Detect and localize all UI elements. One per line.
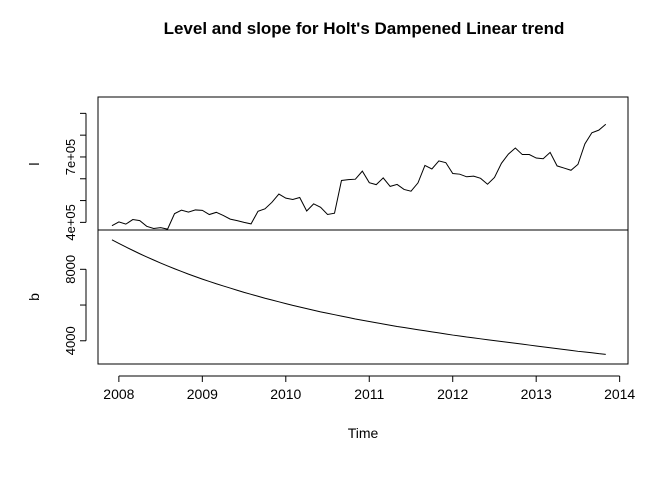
panel-slope: 4000 8000 b bbox=[26, 229, 629, 365]
panel-level-frame bbox=[97, 96, 629, 231]
x-axis-label: Time bbox=[348, 425, 379, 441]
y-tick-label: 7e+05 bbox=[63, 139, 78, 176]
panel-level-y-label: l bbox=[26, 162, 42, 165]
x-tick-label: 2014 bbox=[604, 386, 635, 402]
x-tick-label: 2012 bbox=[437, 386, 468, 402]
chart-title: Level and slope for Holt's Dampened Line… bbox=[164, 19, 565, 38]
panel-level: 4e+05 7e+05 l bbox=[26, 96, 629, 241]
panel-slope-y-label: b bbox=[26, 293, 42, 301]
panel-slope-frame bbox=[97, 229, 629, 365]
x-tick-label: 2010 bbox=[270, 386, 301, 402]
x-tick-label: 2008 bbox=[103, 386, 134, 402]
slope-series-line bbox=[111, 239, 606, 355]
y-tick-label: 8000 bbox=[63, 255, 78, 284]
y-tick-label: 4000 bbox=[63, 326, 78, 355]
level-series-line bbox=[111, 123, 607, 230]
panel-level-y-axis: 4e+05 7e+05 bbox=[63, 112, 87, 241]
x-tick-label: 2009 bbox=[187, 386, 218, 402]
x-tick-label: 2013 bbox=[521, 386, 552, 402]
panel-slope-y-axis: 4000 8000 bbox=[63, 255, 87, 355]
y-tick-label: 4e+05 bbox=[63, 204, 78, 241]
x-axis: 2008 2009 2010 2011 2012 2013 2014 bbox=[103, 375, 635, 402]
x-tick-label: 2011 bbox=[354, 386, 384, 402]
